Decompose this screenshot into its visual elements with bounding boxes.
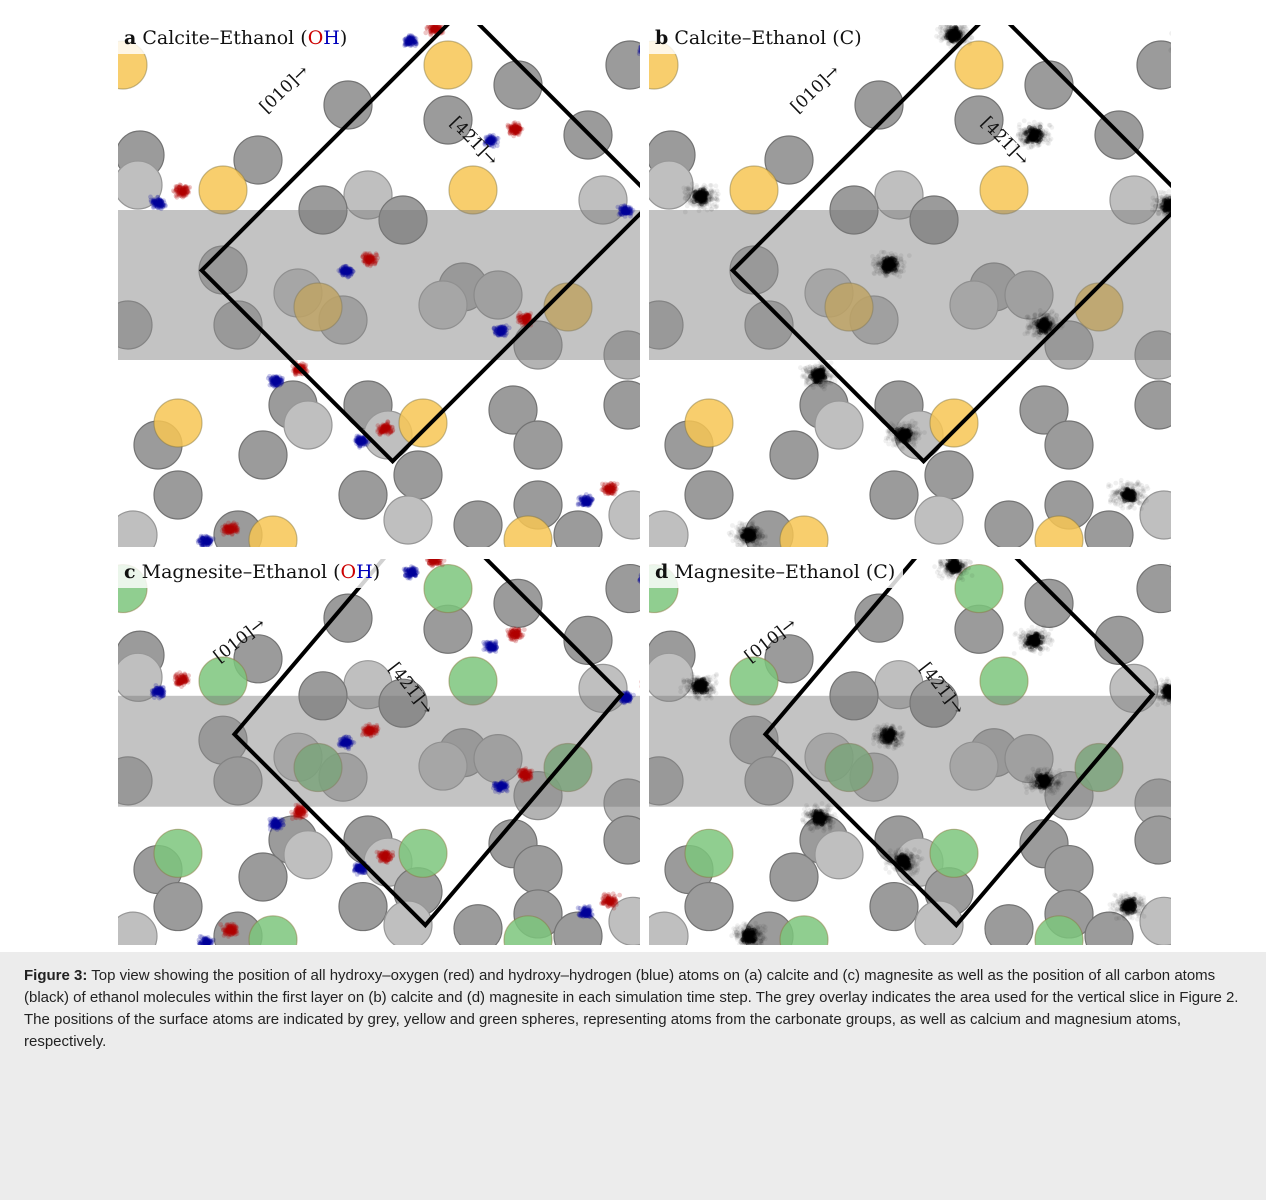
panel-b-label: b Calcite–Ethanol (C): [649, 25, 870, 54]
panel-b-paren-close: ): [854, 27, 862, 49]
panel-d-c-label: C: [873, 561, 888, 583]
panel-d-label: d Magnesite–Ethanol (C): [649, 559, 904, 588]
caption-paragraph: Figure 3: Top view showing the position …: [24, 965, 1244, 1053]
panel-a-paren-close: ): [339, 27, 348, 49]
panel-a-plot: [118, 25, 640, 547]
panel-c-letter: c: [124, 561, 136, 583]
panel-c-o-label: O: [340, 561, 357, 583]
panel-a-paren-open: (: [294, 27, 308, 49]
panel-d-title: Magnesite–Ethanol: [674, 561, 860, 583]
panel-b-c-label: C: [839, 27, 855, 49]
panel-c-title: Magnesite–Ethanol: [141, 561, 328, 583]
panel-a-title: Calcite–Ethanol: [142, 27, 295, 49]
panel-d-paren-open: (: [859, 561, 874, 583]
panel-d-paren-close: ): [887, 561, 896, 583]
caption-text: Top view showing the position of all hyd…: [24, 967, 1239, 1050]
panel-a-label: a Calcite–Ethanol (OH): [118, 25, 356, 54]
caption-label: Figure 3:: [24, 967, 88, 984]
panel-d-plot: [649, 559, 1171, 945]
panel-c-paren-open: (: [327, 561, 341, 583]
panel-b-plot: [649, 25, 1171, 547]
panel-a-letter: a: [124, 27, 137, 49]
panel-a-calcite-ethanol-oh: a Calcite–Ethanol (OH) [010]→ [42̅1̅]→: [118, 25, 640, 547]
panel-a-o-label: O: [307, 27, 324, 49]
panel-b-paren-open: (: [826, 27, 840, 49]
panel-d-letter: d: [655, 561, 669, 583]
figure-caption: Figure 3: Top view showing the position …: [0, 952, 1266, 1200]
panel-c-plot: [118, 559, 640, 945]
panel-b-calcite-ethanol-c: b Calcite–Ethanol (C) [010]→ [42̅1̅]→: [649, 25, 1171, 547]
panel-c-h-label: H: [356, 561, 373, 583]
panel-a-h-label: H: [323, 27, 340, 49]
panel-c-magnesite-ethanol-oh: c Magnesite–Ethanol (OH) [010]→ [42̅1̅]→: [118, 559, 640, 945]
panel-d-magnesite-ethanol-c: d Magnesite–Ethanol (C) [010]→ [42̅1̅]→: [649, 559, 1171, 945]
panel-c-paren-close: ): [372, 561, 381, 583]
panel-c-label: c Magnesite–Ethanol (OH): [118, 559, 389, 588]
panel-b-title: Calcite–Ethanol: [674, 27, 827, 49]
panel-b-letter: b: [655, 27, 669, 49]
